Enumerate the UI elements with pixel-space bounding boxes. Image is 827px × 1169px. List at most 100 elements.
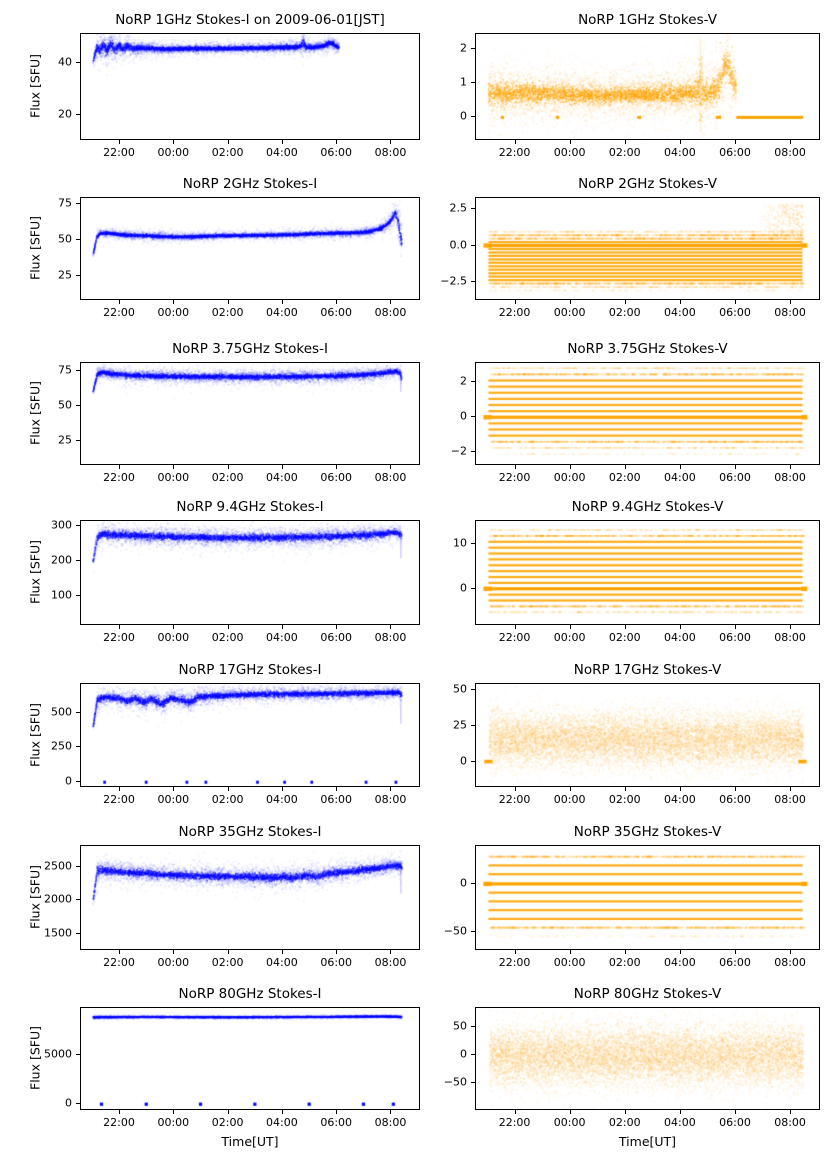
x-tick-label: 06:00 [320,471,353,484]
plot-title: NoRP 17GHz Stokes-I [178,662,322,678]
y-tick-label: 1 [460,75,467,89]
y-tick-label: 0 [460,581,467,595]
x-tick-mark [790,300,792,304]
y-tick-mark [76,781,80,783]
x-tick-mark [569,787,571,791]
x-tick-mark [336,300,338,304]
x-tick-mark [281,465,283,469]
x-tick-mark [679,300,681,304]
subplot-norp-1ghz-stokes-v: NoRP 1GHz Stokes-V 0 1 2 22:00 00:00 02:00 04:… [414,0,827,167]
y-tick-label: −2 [450,444,467,458]
subplot-norp-35ghz-stokes-i: NoRP 35GHz Stokes-I Flux [SFU] 1500 2000 2… [0,824,420,1002]
x-tick-label: 02:00 [608,793,641,806]
subplot-norp-35ghz-stokes-v: NoRP 35GHz Stokes-V −50 0 22:00 00:00 02:00 0… [414,824,827,1002]
y-tick-label: 10 [453,536,467,550]
x-tick-mark [734,300,736,304]
x-tick-label: 00:00 [553,146,586,159]
y-tick-label: 5000 [44,1047,72,1061]
y-tick-mark [76,405,80,407]
x-tick-label: 06:00 [320,1116,353,1129]
x-tick-mark [227,787,229,791]
y-tick-mark [471,931,475,933]
x-tick-label: 08:00 [374,146,407,159]
y-tick-label: 0 [460,754,467,768]
y-tick-mark [471,281,475,283]
x-tick-label: 08:00 [374,471,407,484]
y-tick-label: 25 [58,268,72,282]
plot-area [80,683,420,787]
y-axis-label: Flux [SFU] [27,703,43,767]
y-tick-mark [76,560,80,562]
x-tick-label: 04:00 [664,471,696,484]
y-tick-label: 2500 [44,859,72,873]
plot-area [80,33,420,140]
x-tick-label: 00:00 [553,793,586,806]
y-tick-label: 2 [460,374,467,388]
y-tick-mark [76,440,80,442]
plot-canvas [81,521,419,624]
x-tick-mark [281,625,283,629]
x-tick-label: 08:00 [774,1116,806,1129]
x-tick-mark [173,787,175,791]
plot-title: NoRP 9.4GHz Stokes-I [176,499,324,515]
x-tick-label: 22:00 [103,306,135,319]
x-tick-label: 06:00 [719,471,751,484]
x-tick-mark [119,465,120,469]
x-tick-label: 00:00 [157,146,190,159]
x-tick-label: 08:00 [774,793,806,806]
subplot-norp-2ghz-stokes-i: NoRP 2GHz Stokes-I Flux [SFU] 25 50 75 22:0… [0,167,420,334]
plot-area [80,1007,420,1110]
x-tick-mark [227,625,229,629]
plot-area [80,520,420,625]
y-tick-label: 1500 [44,926,72,940]
x-tick-label: 02:00 [211,471,244,484]
x-tick-label: 22:00 [103,471,135,484]
x-tick-mark [734,140,736,144]
x-tick-label: 04:00 [664,1116,696,1129]
x-tick-label: 04:00 [266,1116,298,1129]
y-tick-mark [76,595,80,597]
x-tick-mark [569,1110,571,1114]
x-tick-label: 08:00 [374,793,407,806]
x-tick-mark [173,465,175,469]
x-tick-mark [514,140,516,144]
y-tick-mark [76,369,80,371]
x-tick-mark [390,950,392,954]
plot-area [475,362,820,465]
x-tick-mark [336,787,338,791]
x-tick-mark [624,787,626,791]
x-axis-label: Time[UT] [221,1134,279,1149]
x-tick-mark [734,950,736,954]
y-tick-label: 50 [453,1019,467,1033]
plot-canvas [476,363,819,464]
y-tick-label: 25 [453,718,467,732]
x-tick-label: 04:00 [664,631,696,644]
x-tick-mark [514,465,516,469]
plot-area [475,1007,820,1110]
x-axis-label: Time[UT] [618,1134,677,1149]
x-tick-label: 02:00 [211,631,244,644]
x-tick-mark [281,300,283,304]
x-tick-mark [514,300,516,304]
plot-title: NoRP 2GHz Stokes-V [578,176,717,192]
x-tick-label: 22:00 [498,1116,531,1129]
y-tick-label: 200 [51,553,72,567]
y-tick-label: 40 [58,55,72,69]
plot-area [475,520,820,625]
y-tick-mark [471,416,475,418]
x-tick-mark [514,950,516,954]
y-tick-mark [76,1054,80,1056]
plot-title: NoRP 1GHz Stokes-V [578,12,717,28]
y-tick-label: 20 [58,107,72,121]
y-tick-mark [76,524,80,526]
plot-canvas [476,198,819,299]
x-tick-mark [281,1110,283,1114]
plot-area [475,683,820,787]
subplot-norp-2ghz-stokes-v: NoRP 2GHz Stokes-V −2.5 0.0 2.5 22:00 00:00 0… [414,167,827,334]
x-tick-mark [390,465,392,469]
subplot-norp-17ghz-stokes-i: NoRP 17GHz Stokes-I Flux [SFU] 0 250 500 22… [0,662,420,835]
x-tick-mark [624,950,626,954]
y-tick-mark [76,711,80,713]
plot-canvas [81,363,419,464]
